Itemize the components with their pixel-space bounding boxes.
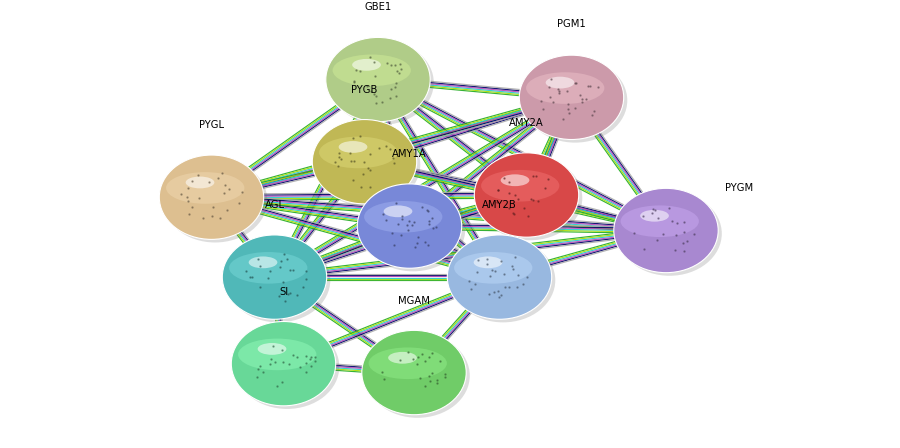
Ellipse shape: [447, 235, 552, 319]
Text: PYGM: PYGM: [724, 183, 752, 194]
Text: PYGL: PYGL: [199, 120, 224, 130]
Text: AMY2A: AMY2A: [509, 118, 544, 128]
Ellipse shape: [478, 156, 582, 240]
Ellipse shape: [361, 187, 465, 271]
Ellipse shape: [226, 238, 330, 323]
Ellipse shape: [238, 339, 317, 370]
Ellipse shape: [365, 333, 470, 418]
Text: AGL: AGL: [265, 200, 284, 210]
Ellipse shape: [326, 38, 430, 122]
Text: MGAM: MGAM: [398, 296, 430, 306]
Ellipse shape: [320, 137, 398, 168]
Ellipse shape: [338, 141, 367, 153]
Text: PYGB: PYGB: [351, 85, 378, 95]
Ellipse shape: [185, 177, 214, 188]
Ellipse shape: [519, 55, 624, 139]
Ellipse shape: [333, 55, 411, 86]
Ellipse shape: [640, 210, 669, 222]
Text: PGM1: PGM1: [557, 19, 586, 30]
Ellipse shape: [312, 120, 417, 204]
Ellipse shape: [451, 238, 555, 323]
Ellipse shape: [248, 256, 277, 268]
Ellipse shape: [235, 325, 339, 409]
Ellipse shape: [163, 158, 267, 242]
Ellipse shape: [473, 256, 502, 268]
Ellipse shape: [329, 40, 434, 125]
Ellipse shape: [222, 235, 327, 319]
Ellipse shape: [621, 206, 699, 237]
Ellipse shape: [357, 184, 462, 268]
Text: AMY1A: AMY1A: [392, 149, 427, 159]
Ellipse shape: [474, 153, 579, 237]
Ellipse shape: [159, 155, 264, 239]
Ellipse shape: [617, 191, 722, 276]
Ellipse shape: [369, 348, 447, 379]
Ellipse shape: [364, 201, 443, 233]
Ellipse shape: [454, 252, 533, 284]
Ellipse shape: [166, 172, 245, 204]
Text: AMY2B: AMY2B: [482, 200, 517, 210]
Ellipse shape: [614, 188, 718, 273]
Ellipse shape: [230, 252, 308, 284]
Ellipse shape: [352, 59, 381, 71]
Ellipse shape: [523, 58, 627, 142]
Ellipse shape: [388, 352, 417, 364]
Ellipse shape: [545, 77, 574, 89]
Ellipse shape: [482, 170, 560, 202]
Ellipse shape: [526, 72, 605, 104]
Text: SI: SI: [279, 287, 288, 297]
Ellipse shape: [500, 174, 529, 186]
Text: GBE1: GBE1: [364, 2, 392, 12]
Ellipse shape: [362, 330, 466, 415]
Ellipse shape: [316, 123, 420, 207]
Ellipse shape: [383, 205, 412, 217]
Ellipse shape: [231, 322, 336, 406]
Ellipse shape: [257, 343, 286, 355]
